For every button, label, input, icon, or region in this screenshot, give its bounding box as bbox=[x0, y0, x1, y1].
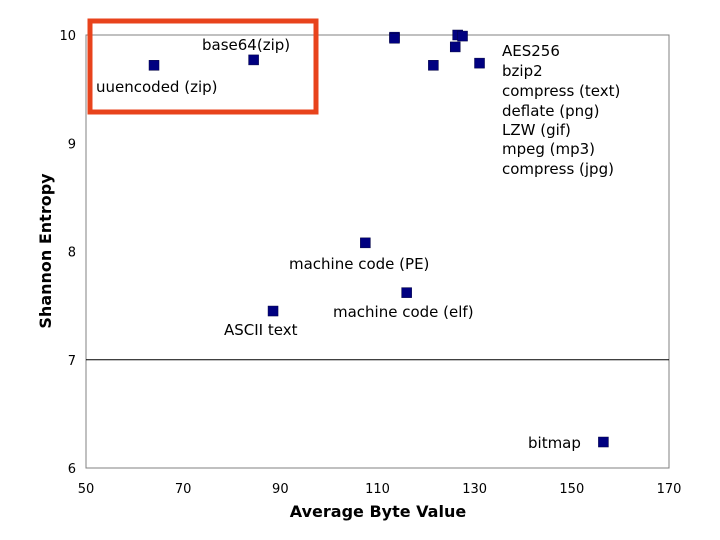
y-tick-label: 6 bbox=[68, 462, 76, 477]
plot-area bbox=[85, 34, 670, 469]
x-tick-label: 170 bbox=[657, 482, 682, 497]
x-tick-label: 110 bbox=[365, 482, 390, 497]
data-point-deflate-png bbox=[449, 41, 461, 53]
data-point-mpeg-mp3 bbox=[457, 30, 468, 42]
label-bitmap: bitmap bbox=[528, 434, 581, 452]
data-point-base64-zip bbox=[248, 54, 259, 66]
x-tick-label: 130 bbox=[462, 482, 487, 497]
data-point-bzip2 bbox=[389, 32, 400, 44]
label-compress-jpg: compress (jpg) bbox=[502, 160, 614, 178]
y-tick-label: 8 bbox=[68, 246, 76, 261]
highlight-box bbox=[87, 18, 319, 115]
y-tick-label: 7 bbox=[68, 354, 76, 369]
data-point-ascii-text bbox=[267, 305, 279, 317]
x-tick-label: 90 bbox=[272, 482, 289, 497]
y-tick-label: 9 bbox=[68, 137, 76, 152]
y-axis-title: Shannon Entropy bbox=[36, 173, 55, 329]
y-tick-labels: 6 7 8 9 10 bbox=[59, 29, 76, 477]
label-bzip2: bzip2 bbox=[502, 62, 543, 80]
x-tick-label: 70 bbox=[175, 482, 192, 497]
label-compress-text: compress (text) bbox=[502, 82, 620, 100]
x-tick-label: 50 bbox=[78, 482, 95, 497]
data-point-bitmap bbox=[598, 436, 609, 448]
label-uuencoded-zip: uuencoded (zip) bbox=[96, 78, 217, 96]
y-tick-label: 10 bbox=[59, 29, 76, 44]
label-deflate-png: deflate (png) bbox=[502, 102, 600, 120]
data-point-machine-code-pe bbox=[360, 237, 371, 249]
label-lzw-gif: LZW (gif) bbox=[502, 121, 571, 139]
label-ascii-text: ASCII text bbox=[224, 321, 298, 339]
x-axis-title: Average Byte Value bbox=[290, 502, 467, 521]
label-machine-code-pe: machine code (PE) bbox=[289, 255, 429, 273]
data-point-compress-text bbox=[428, 60, 439, 71]
data-points bbox=[148, 29, 609, 448]
data-point-compress-jpg bbox=[474, 57, 485, 69]
x-tick-labels: 50 70 90 110 130 150 170 bbox=[78, 482, 682, 497]
label-mpeg-mp3: mpeg (mp3) bbox=[502, 140, 595, 158]
data-point-machine-code-elf bbox=[401, 287, 412, 298]
label-cluster: AES256 bzip2 compress (text) deflate (pn… bbox=[502, 42, 625, 178]
label-base64-zip: base64(zip) bbox=[202, 36, 290, 54]
data-point-uuencoded-zip bbox=[148, 60, 160, 71]
label-machine-code-elf: machine code (elf) bbox=[333, 303, 474, 321]
x-tick-label: 150 bbox=[559, 482, 584, 497]
label-aes256: AES256 bbox=[502, 42, 560, 60]
